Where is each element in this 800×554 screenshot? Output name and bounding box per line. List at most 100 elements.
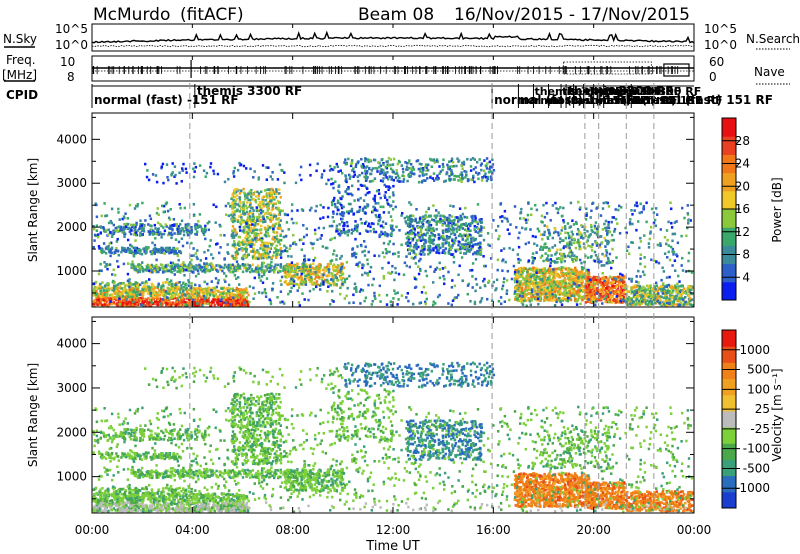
heatmap-cell	[324, 269, 327, 273]
heatmap-cell	[435, 251, 438, 254]
heatmap-cell	[581, 298, 584, 302]
heatmap-cell	[568, 268, 571, 272]
heatmap-cell	[623, 292, 626, 296]
heatmap-cell	[315, 280, 319, 283]
heatmap-cell	[247, 192, 250, 195]
heatmap-cell	[175, 282, 178, 285]
heatmap-cell	[448, 245, 452, 249]
heatmap-cell	[129, 292, 132, 296]
heatmap-cell	[368, 166, 371, 170]
heatmap-cell	[605, 287, 608, 290]
heatmap-cell	[151, 294, 155, 297]
heatmap-cell	[252, 209, 255, 212]
heatmap-cell	[485, 179, 489, 183]
heatmap-cell	[450, 168, 453, 172]
heatmap-cell	[373, 206, 377, 210]
heatmap-cell	[118, 294, 121, 298]
heatmap-cell	[378, 192, 381, 195]
heatmap-cell	[277, 269, 281, 273]
heatmap-cell	[337, 189, 340, 193]
heatmap-cell	[426, 177, 429, 180]
heatmap-cell	[451, 227, 454, 231]
heatmap-cell	[513, 272, 517, 276]
heatmap-cell	[461, 177, 464, 181]
heatmap-cell	[575, 241, 578, 244]
heatmap-cell	[296, 271, 299, 274]
heatmap-cell	[442, 165, 445, 169]
heatmap-cell	[448, 229, 451, 233]
heatmap-cell	[360, 157, 363, 161]
heatmap-cell	[263, 226, 267, 230]
heatmap-cell	[365, 220, 368, 224]
heatmap-cell	[450, 253, 453, 256]
heatmap-cell	[256, 267, 260, 270]
heatmap-cell	[101, 286, 104, 289]
heatmap-cell	[143, 300, 146, 303]
heatmap-cell	[402, 170, 405, 174]
heatmap-cell	[461, 246, 465, 250]
heatmap-cell	[116, 226, 119, 229]
heatmap-cell	[342, 229, 346, 232]
heatmap-cell	[330, 271, 333, 275]
heatmap-cell	[249, 223, 252, 227]
heatmap-cell	[147, 230, 150, 233]
heatmap-cell	[515, 286, 518, 289]
heatmap-cell	[360, 221, 363, 225]
heatmap-cell	[206, 295, 209, 299]
heatmap-cell	[622, 280, 625, 283]
heatmap-cell	[423, 248, 426, 251]
heatmap-cell	[134, 233, 138, 237]
heatmap-cell	[257, 253, 261, 256]
heatmap-cell	[386, 160, 389, 163]
heatmap-cell	[584, 301, 587, 304]
heatmap-cell	[252, 248, 255, 252]
heatmap-cell	[546, 286, 549, 290]
heatmap-cell	[491, 163, 495, 166]
heatmap-cell	[244, 195, 247, 198]
heatmap-cell	[241, 249, 244, 252]
heatmap-cell	[474, 166, 477, 169]
heatmap-cell	[382, 226, 385, 229]
heatmap-cell	[386, 234, 389, 238]
heatmap-cell	[548, 278, 551, 282]
heatmap-cell	[553, 267, 557, 271]
heatmap-cell	[523, 282, 526, 285]
heatmap-cell	[264, 241, 267, 245]
heatmap-cell	[155, 270, 158, 274]
heatmap-cell	[171, 267, 174, 270]
heatmap-cell	[246, 216, 250, 219]
heatmap-cell	[197, 226, 200, 229]
heatmap-cell	[145, 269, 149, 272]
heatmap-cell	[266, 226, 270, 230]
heatmap-cell	[531, 282, 534, 285]
heatmap-cell	[134, 250, 137, 253]
heatmap-cell	[136, 270, 140, 274]
heatmap-cell	[461, 167, 464, 170]
heatmap-cell	[581, 274, 584, 277]
heatmap-cell	[103, 293, 106, 296]
heatmap-cell	[268, 192, 272, 196]
heatmap-cell	[378, 165, 381, 169]
heatmap-cell	[242, 297, 246, 301]
heatmap-cell	[415, 244, 418, 248]
heatmap-cell	[331, 224, 334, 228]
heatmap-cell	[142, 247, 145, 251]
heatmap-cell	[131, 293, 134, 296]
heatmap-cell	[342, 205, 345, 209]
heatmap-cell	[409, 171, 412, 174]
heatmap-cell	[560, 292, 563, 296]
heatmap-cell	[203, 268, 206, 272]
heatmap-cell	[492, 169, 496, 172]
heatmap-cell	[338, 223, 341, 226]
heatmap-cell	[233, 200, 237, 203]
heatmap-cell	[532, 294, 535, 297]
heatmap-cell	[447, 219, 451, 222]
heatmap-cell	[571, 251, 574, 255]
heatmap-cell	[139, 231, 142, 235]
heatmap-cell	[265, 269, 268, 273]
heatmap-cell	[406, 231, 410, 235]
heatmap-cell	[484, 175, 488, 179]
heatmap-cell	[116, 294, 119, 297]
heatmap-cell	[336, 199, 340, 203]
heatmap-cell	[268, 201, 271, 205]
